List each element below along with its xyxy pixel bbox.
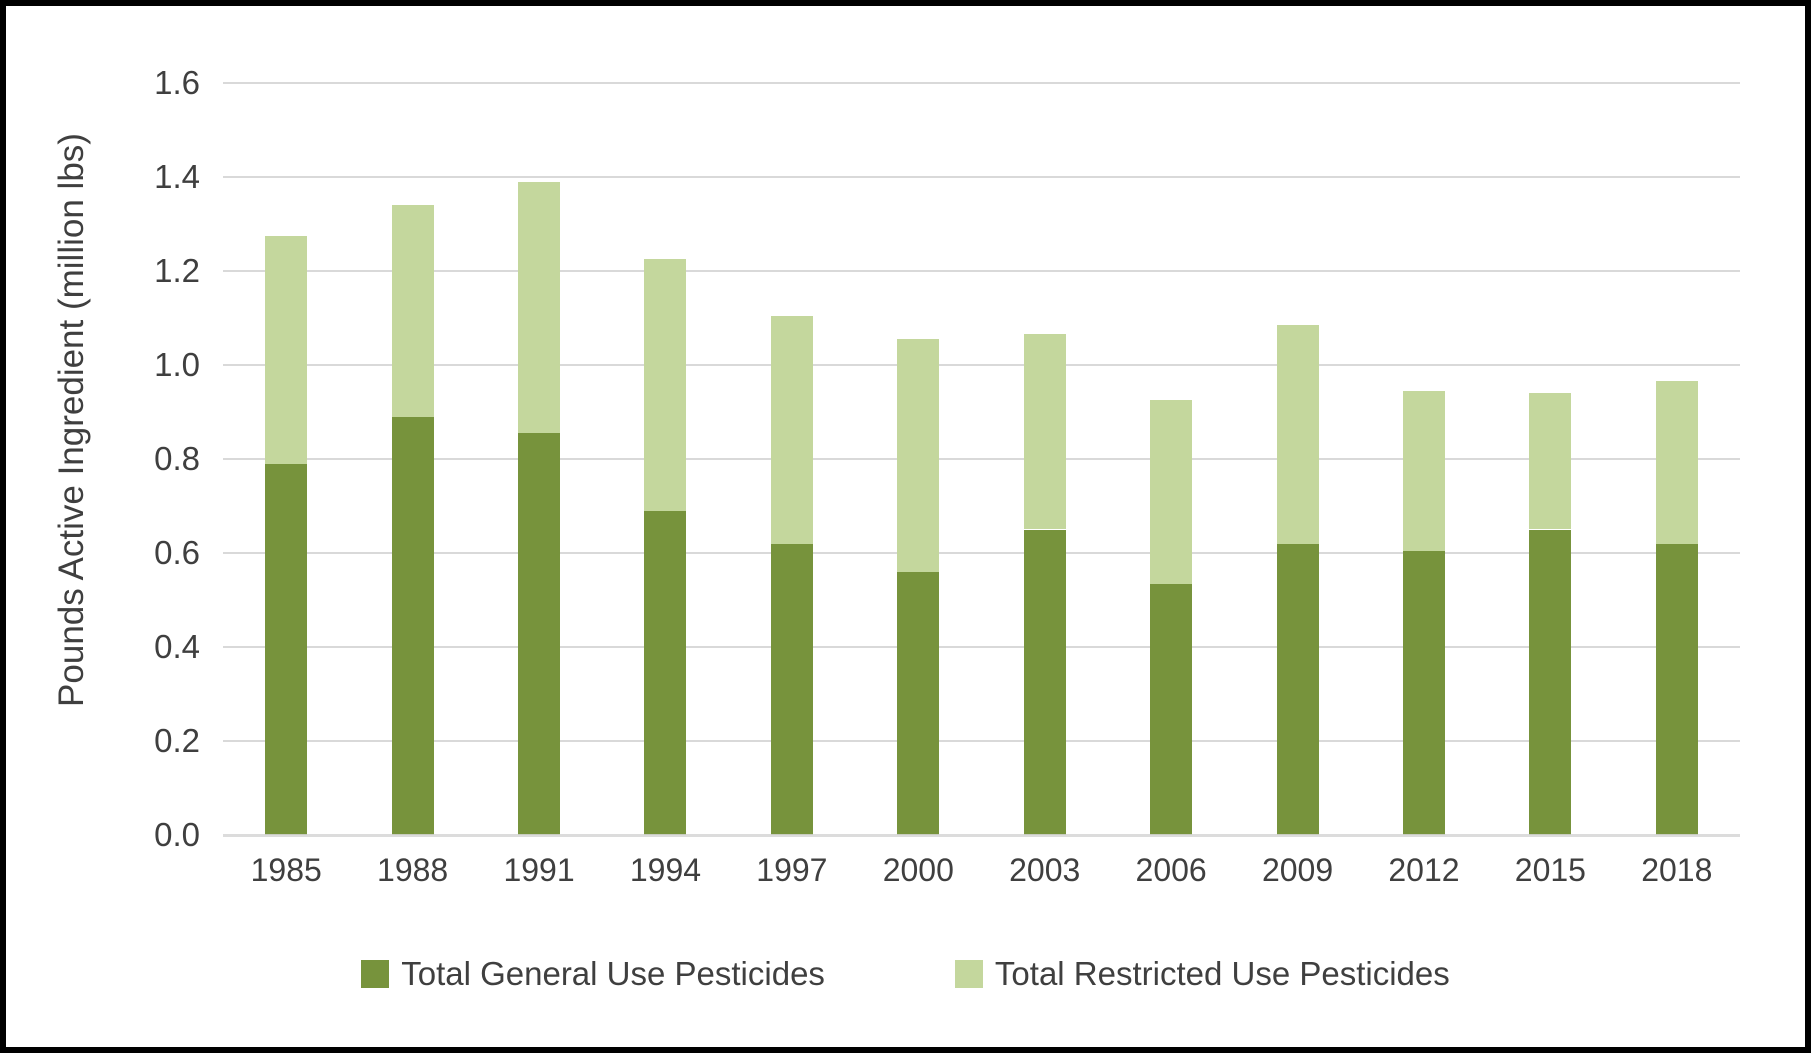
bar-general-segment xyxy=(391,416,434,835)
bar-restricted-segment xyxy=(1402,390,1445,551)
bar-restricted-segment xyxy=(1529,393,1572,530)
legend-swatch-restricted-icon xyxy=(954,960,983,988)
gridline xyxy=(223,740,1740,742)
bar-general-segment xyxy=(1150,583,1193,835)
x-tick-label: 1994 xyxy=(629,852,702,888)
x-tick-label: 2009 xyxy=(1261,852,1334,888)
y-tick-label: 1.0 xyxy=(154,346,200,383)
bar-restricted-segment xyxy=(644,259,687,511)
y-tick-label: 0.4 xyxy=(154,628,200,665)
x-tick-label: 2012 xyxy=(1388,852,1460,888)
bar-general-segment xyxy=(1276,543,1319,835)
legend-swatch-general-icon xyxy=(361,960,390,988)
bar-restricted-segment xyxy=(518,181,561,434)
gridline xyxy=(223,552,1740,554)
y-tick-label: 0.8 xyxy=(154,440,200,477)
bar-restricted-segment xyxy=(1023,334,1066,530)
y-tick-label: 1.2 xyxy=(154,252,200,289)
legend-item-restricted: Total Restricted Use Pesticides xyxy=(954,952,1450,996)
gridline xyxy=(223,364,1740,366)
bar-general-segment xyxy=(1529,529,1572,835)
y-tick-label: 1.6 xyxy=(154,64,200,101)
y-tick-label: 1.4 xyxy=(154,158,200,195)
x-tick-label: 2006 xyxy=(1135,852,1207,888)
bar-general-segment xyxy=(1023,529,1066,835)
bar-general-segment xyxy=(644,510,687,835)
y-tick-label: 0.6 xyxy=(154,534,200,571)
x-tick-label: 2003 xyxy=(1009,852,1081,888)
bar-restricted-segment xyxy=(897,339,940,572)
x-tick-label: 2015 xyxy=(1514,852,1586,888)
bar-restricted-segment xyxy=(1150,400,1193,584)
legend: Total General Use Pesticides Total Restr… xyxy=(0,952,1811,996)
bar-general-segment xyxy=(1655,543,1698,835)
x-tick-label: 1991 xyxy=(503,852,575,888)
bar-restricted-segment xyxy=(770,315,813,544)
bar-restricted-segment xyxy=(1276,325,1319,544)
y-tick-label: 0.0 xyxy=(154,816,200,853)
bar-restricted-segment xyxy=(391,205,434,417)
y-tick-label: 0.2 xyxy=(154,722,200,759)
gridline xyxy=(223,82,1740,84)
x-tick-label: 1997 xyxy=(756,852,828,888)
bar-general-segment xyxy=(265,463,308,835)
gridline xyxy=(223,646,1740,648)
legend-label-general: Total General Use Pesticides xyxy=(401,955,825,992)
gridline xyxy=(223,458,1740,460)
legend-item-general: Total General Use Pesticides xyxy=(361,952,825,996)
bar-general-segment xyxy=(1402,550,1445,835)
x-tick-label: 2000 xyxy=(882,852,954,888)
x-tick-label: 1988 xyxy=(377,852,449,888)
x-tick-label: 2018 xyxy=(1641,852,1713,888)
bar-general-segment xyxy=(897,571,940,835)
legend-label-restricted: Total Restricted Use Pesticides xyxy=(994,955,1450,992)
x-tick-label: 1985 xyxy=(250,852,322,888)
bar-general-segment xyxy=(770,543,813,835)
x-axis-line xyxy=(223,834,1740,837)
bar-restricted-segment xyxy=(1655,381,1698,544)
bar-restricted-segment xyxy=(265,235,308,464)
gridline xyxy=(223,176,1740,178)
bar-general-segment xyxy=(518,433,561,835)
gridline xyxy=(223,270,1740,272)
y-axis-title: Pounds Active Ingredient (million lbs) xyxy=(52,133,91,707)
